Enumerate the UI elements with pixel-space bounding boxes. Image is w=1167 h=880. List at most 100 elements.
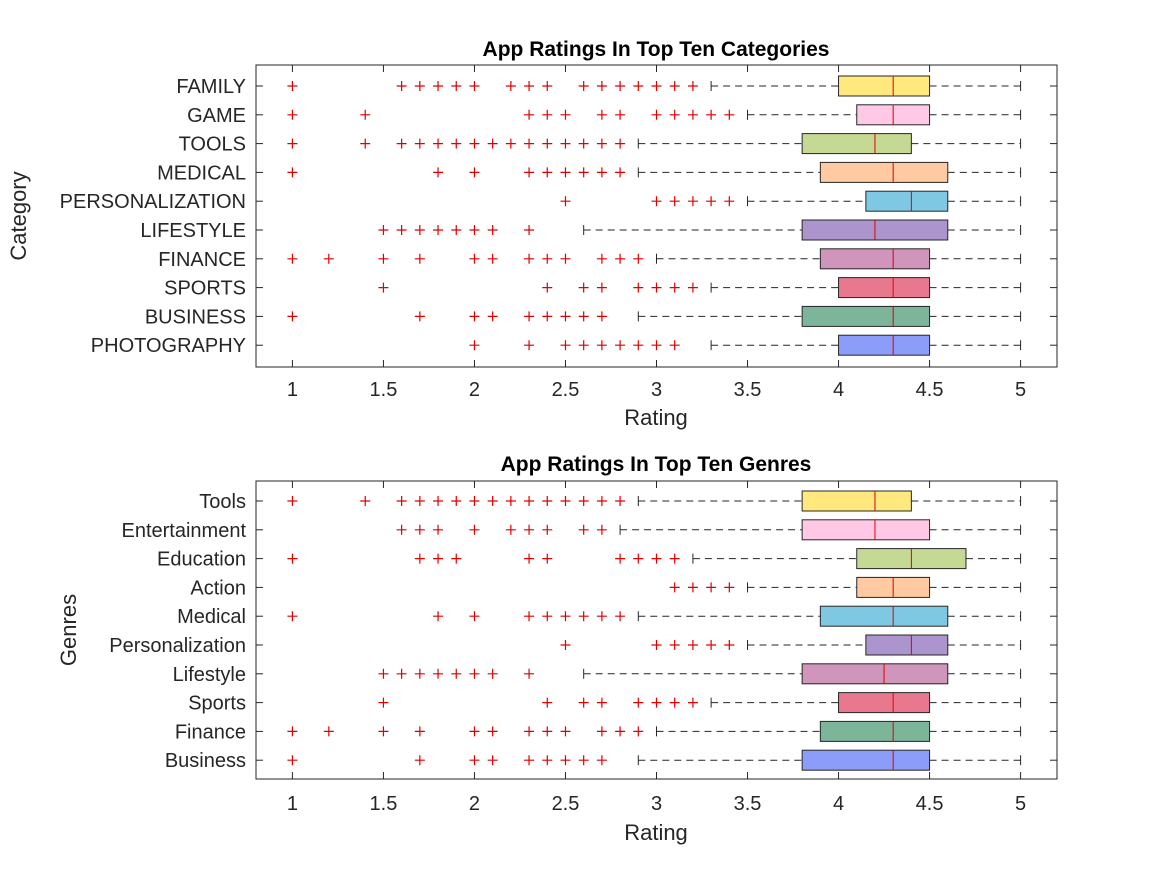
outlier-marker: [578, 81, 589, 91]
x-tick-label: 1: [287, 379, 298, 401]
outlier-marker: [524, 311, 535, 322]
outlier-marker: [433, 668, 444, 679]
outlier-marker: [542, 311, 553, 322]
box-finance: FINANCE: [158, 248, 1057, 271]
box-iqr: [801, 663, 949, 685]
outlier-marker: [578, 697, 589, 708]
outlier-marker: [578, 611, 589, 622]
x-tick-label: 4.5: [916, 379, 944, 401]
outlier-marker: [414, 496, 425, 506]
outlier-marker: [287, 81, 298, 91]
x-tick-label: 4.5: [916, 793, 944, 815]
category-label: Personalization: [109, 635, 246, 657]
category-label: PERSONALIZATION: [60, 191, 246, 213]
box-entertainment: Entertainment: [121, 519, 1057, 542]
outlier-marker: [469, 524, 480, 535]
outlier-marker: [433, 611, 444, 622]
boxes-genres: Tools Entertainment Education Action Medical…: [109, 490, 1057, 772]
x-tick-label: 2: [469, 379, 480, 401]
x-tick-label: 3: [651, 379, 662, 401]
outlier-marker: [633, 553, 644, 564]
x-axis-ticks-categories: 1 1.5 2 2.5 3 3.5 4 4.5 5: [287, 65, 1026, 401]
outlier-marker: [542, 496, 553, 506]
outlier-marker: [524, 496, 535, 506]
outlier-marker: [505, 81, 516, 91]
category-label: TOOLS: [179, 134, 246, 156]
box-iqr: [801, 749, 931, 771]
outlier-marker: [542, 755, 553, 766]
x-tick-label: 2.5: [552, 379, 580, 401]
outlier-marker: [360, 138, 371, 149]
outlier-marker: [560, 340, 571, 351]
outlier-marker: [524, 755, 535, 766]
outlier-marker: [469, 81, 480, 91]
outlier-marker: [687, 282, 698, 293]
category-label: GAME: [187, 105, 246, 127]
outlier-marker: [633, 253, 644, 264]
outlier-marker: [724, 196, 735, 207]
outlier-marker: [542, 726, 553, 737]
outlier-marker: [578, 167, 589, 178]
outlier-marker: [542, 138, 553, 149]
outlier-marker: [360, 496, 371, 506]
outlier-marker: [396, 138, 407, 149]
outlier-marker: [633, 697, 644, 708]
category-label: Medical: [177, 606, 246, 628]
outlier-marker: [451, 668, 462, 679]
outlier-marker: [615, 167, 626, 178]
outlier-marker: [542, 282, 553, 293]
outlier-marker: [487, 311, 498, 322]
outlier-marker: [414, 225, 425, 235]
box-iqr: [801, 305, 931, 327]
y-axis-title-genres: Genres: [56, 594, 81, 666]
outlier-marker: [596, 109, 607, 120]
outlier-marker: [469, 668, 480, 679]
outlier-marker: [433, 553, 444, 564]
outlier-marker: [433, 524, 444, 535]
outlier-marker: [669, 196, 680, 207]
outlier-marker: [287, 496, 298, 506]
box-photography: PHOTOGRAPHY: [91, 334, 1057, 357]
outlier-marker: [578, 138, 589, 149]
outlier-marker: [287, 553, 298, 564]
box-iqr: [801, 519, 931, 541]
category-label: PHOTOGRAPHY: [91, 335, 246, 357]
outlier-marker: [378, 253, 389, 264]
outlier-marker: [414, 726, 425, 737]
outlier-marker: [596, 755, 607, 766]
outlier-marker: [669, 553, 680, 564]
outlier-marker: [323, 253, 334, 264]
outlier-marker: [706, 196, 717, 207]
outlier-marker: [651, 553, 662, 564]
outlier-marker: [669, 81, 680, 91]
x-tick-label: 1.5: [370, 379, 398, 401]
outlier-marker: [469, 253, 480, 264]
box-iqr: [801, 490, 912, 512]
outlier-marker: [396, 225, 407, 235]
box-iqr: [819, 720, 931, 742]
outlier-marker: [578, 340, 589, 351]
outlier-marker: [542, 253, 553, 264]
x-tick-label: 5: [1015, 379, 1026, 401]
category-label: Sports: [188, 693, 246, 715]
x-tick-label: 3.5: [734, 793, 762, 815]
outlier-marker: [706, 582, 717, 593]
category-label: FAMILY: [176, 76, 246, 98]
outlier-marker: [287, 253, 298, 264]
box-education: Education: [157, 548, 1057, 571]
outlier-marker: [706, 640, 717, 650]
outlier-marker: [596, 340, 607, 351]
outlier-marker: [560, 726, 571, 737]
outlier-marker: [487, 496, 498, 506]
x-tick-label: 5: [1015, 793, 1026, 815]
outlier-marker: [651, 640, 662, 650]
outlier-marker: [560, 496, 571, 506]
outlier-marker: [596, 311, 607, 322]
category-label: MEDICAL: [157, 162, 246, 184]
outlier-marker: [542, 109, 553, 120]
box-action: Action: [190, 576, 1057, 599]
outlier-marker: [524, 109, 535, 120]
outlier-marker: [615, 81, 626, 91]
outlier-marker: [287, 138, 298, 149]
